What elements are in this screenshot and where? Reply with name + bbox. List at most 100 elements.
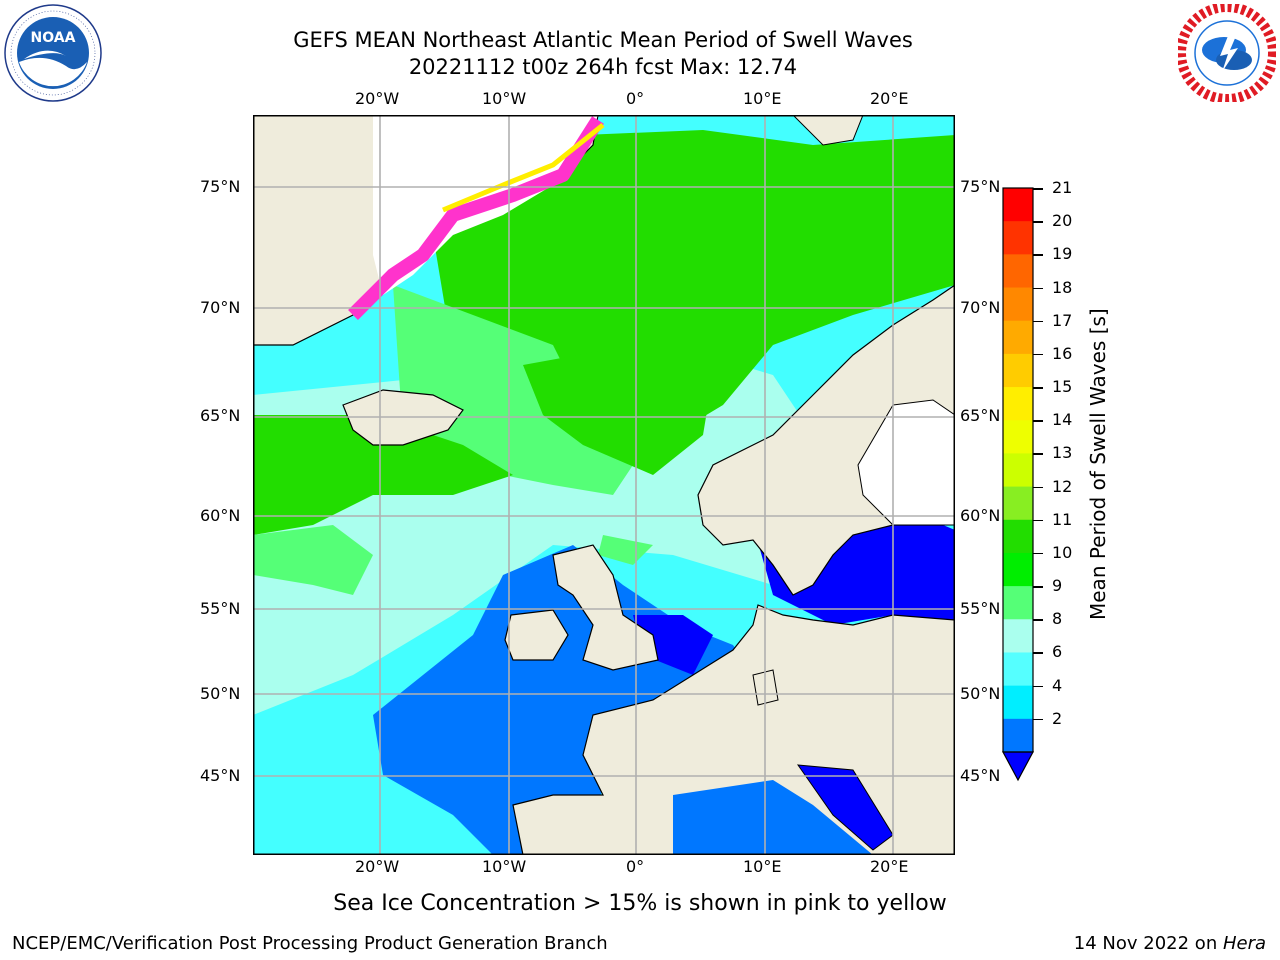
colorbar-tick-mark xyxy=(1033,287,1043,290)
colorbar-tick-label: 10 xyxy=(1052,542,1073,562)
colorbar-band xyxy=(1003,552,1033,587)
colorbar-tick-label: 18 xyxy=(1052,277,1073,297)
colorbar-under-arrow xyxy=(1001,751,1035,782)
map-graticule xyxy=(253,115,955,855)
footer-left: NCEP/EMC/Verification Post Processing Pr… xyxy=(12,933,608,954)
colorbar-tick-label: 9 xyxy=(1052,576,1063,596)
lon-label-bottom-0: 0° xyxy=(626,857,645,876)
colorbar-tick-mark xyxy=(1033,486,1043,489)
chart-title-line2: 20221112 t00z 264h fcst Max: 12.74 xyxy=(408,55,798,79)
map-frame xyxy=(253,115,955,855)
colorbar-band xyxy=(1003,254,1033,289)
swell-region-under2-channel xyxy=(633,615,713,675)
swell-region-9-10-spot xyxy=(598,535,653,565)
lat-label-left-60n: 60°N xyxy=(200,506,241,525)
sea-ice-edge-yellow xyxy=(442,123,605,213)
colorbar-tick-mark xyxy=(1033,586,1043,588)
colorbar-tick-label: 8 xyxy=(1052,609,1063,629)
colorbar-tick-label: 14 xyxy=(1052,410,1073,430)
colorbar-tick-mark xyxy=(1033,320,1043,323)
colorbar-tick-mark xyxy=(1033,552,1043,555)
lon-label-bottom-10w: 10°W xyxy=(482,857,527,876)
lat-label-left-50n: 50°N xyxy=(200,684,241,703)
colorbar-band xyxy=(1003,453,1033,488)
svalbard-land xyxy=(792,115,864,146)
colorbar-tick-mark xyxy=(1033,387,1043,389)
lat-label-left-65n: 65°N xyxy=(200,406,241,425)
colorbar-tick-mark xyxy=(1033,619,1043,621)
footer-date: 14 Nov 2022 on xyxy=(1073,933,1223,954)
lat-label-left-75n: 75°N xyxy=(200,177,241,196)
colorbar-tick-label: 20 xyxy=(1052,211,1073,231)
adriatic-sea xyxy=(796,764,894,851)
colorbar-tick-mark xyxy=(1033,652,1043,654)
svg-text:NOAA: NOAA xyxy=(31,30,76,46)
colorbar-tick-label: 11 xyxy=(1052,509,1073,529)
ireland-land xyxy=(504,609,569,661)
colorbar-tick-mark xyxy=(1033,353,1043,356)
colorbar-band xyxy=(1003,652,1033,687)
colorbar-band xyxy=(1003,188,1033,222)
footer-right: 14 Nov 2022 on Hera xyxy=(1074,933,1266,955)
swell-region-10-11-west xyxy=(253,415,513,535)
swell-period-map xyxy=(253,115,955,855)
lat-label-right-70n: 70°N xyxy=(960,298,1001,317)
colorbar-tick-label: 13 xyxy=(1052,443,1073,463)
lat-label-left-45n: 45°N xyxy=(200,766,241,785)
colorbar-band xyxy=(1003,718,1033,753)
colorbar-band xyxy=(1003,287,1033,322)
nws-logo-icon xyxy=(1178,4,1276,102)
lat-label-right-55n: 55°N xyxy=(960,599,1001,618)
lon-label-top-20w: 20°W xyxy=(355,89,400,108)
colorbar-tick-label: 21 xyxy=(1052,178,1073,197)
colorbar-frame xyxy=(1002,187,1034,753)
colorbar-tick-mark xyxy=(1033,718,1043,721)
colorbar-tick-mark xyxy=(1033,221,1043,223)
lon-label-bottom-10e: 10°E xyxy=(743,857,782,876)
lat-label-right-60n: 60°N xyxy=(960,506,1001,525)
lon-label-bottom-20w: 20°W xyxy=(355,857,400,876)
colorbar-tick-label: 12 xyxy=(1052,476,1073,496)
lat-label-left-55n: 55°N xyxy=(200,599,241,618)
lat-label-left-70n: 70°N xyxy=(200,298,241,317)
chart-title-line1: GEFS MEAN Northeast Atlantic Mean Period… xyxy=(293,28,913,52)
colorbar-band xyxy=(1003,685,1033,720)
swell-region-9-10-west xyxy=(253,525,373,595)
colorbar-band xyxy=(1003,519,1033,554)
lon-label-top-10w: 10°W xyxy=(482,89,527,108)
colorbar-band xyxy=(1003,387,1033,421)
gulf-of-bothnia-ice xyxy=(857,399,955,526)
colorbar-label: Mean Period of Swell Waves [s] xyxy=(1086,308,1110,620)
lon-label-top-10e: 10°E xyxy=(743,89,782,108)
noaa-logo-icon: NOAA xyxy=(4,4,102,102)
colorbar-tick-mark xyxy=(1033,685,1043,688)
mediterranean-sea xyxy=(673,780,873,855)
sea-ice-edge-greenland xyxy=(348,116,604,320)
colorbar-tick-label: 17 xyxy=(1052,310,1073,330)
swell-region-10-11-center xyxy=(523,345,713,475)
lon-label-top-20e: 20°E xyxy=(870,89,909,108)
colorbar-tick-mark xyxy=(1033,453,1043,455)
colorbar-band xyxy=(1003,320,1033,355)
colorbar-tick-mark xyxy=(1033,420,1043,422)
colorbar-tick-mark xyxy=(1033,519,1043,522)
colorbar-tick-label: 2 xyxy=(1052,708,1063,728)
colorbar-tick-label: 4 xyxy=(1052,675,1063,695)
colorbar-band xyxy=(1003,353,1033,388)
colorbar-tick-label: 16 xyxy=(1052,343,1073,363)
colorbar-tick-label: 6 xyxy=(1052,642,1063,662)
lat-label-right-75n: 75°N xyxy=(960,177,1001,196)
colorbar-tick-mark xyxy=(1033,254,1043,256)
colorbar-tick-label: 15 xyxy=(1052,377,1073,397)
colorbar-band xyxy=(1003,486,1033,521)
colorbar-band xyxy=(1003,619,1033,653)
lat-label-right-65n: 65°N xyxy=(960,406,1001,425)
lon-label-bottom-20e: 20°E xyxy=(870,857,909,876)
colorbar-tick-mark xyxy=(1033,188,1043,190)
lat-label-right-45n: 45°N xyxy=(960,766,1001,785)
sea-ice-note: Sea Ice Concentration > 15% is shown in … xyxy=(333,891,947,916)
colorbar-band xyxy=(1003,586,1033,620)
colorbar-band xyxy=(1003,221,1033,255)
colorbar-tick-label: 19 xyxy=(1052,244,1073,264)
colorbar-band xyxy=(1003,420,1033,454)
